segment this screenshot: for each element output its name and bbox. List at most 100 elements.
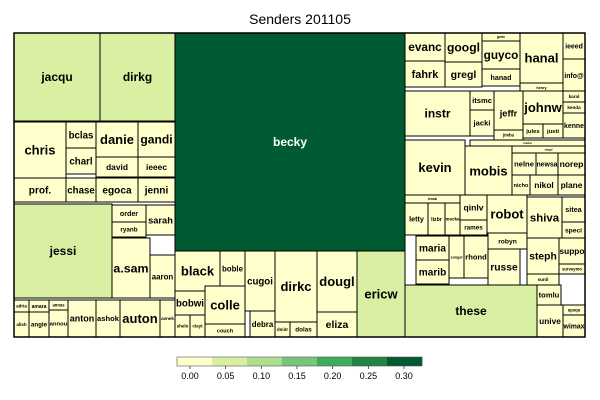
treemap-cell-label: steph (529, 252, 556, 263)
treemap-cell-label: jeffr (499, 108, 518, 118)
treemap-cell-rect (244, 250, 276, 312)
treemap-cell-surveymo: surveymo (558, 263, 586, 275)
treemap-cell-label: dolas (295, 327, 312, 334)
treemap-cell-label: gretc (497, 35, 505, 39)
treemap-cell-rect (404, 284, 538, 338)
treemap-cell-label: kenne (564, 123, 584, 130)
treemap-cell-kevin: kevin (404, 139, 466, 196)
treemap-cell-dirkc: dirkc (274, 250, 318, 323)
legend-tick-label: 0.15 (288, 371, 306, 381)
treemap-cell-jeffr: jeffr (493, 90, 524, 136)
treemap-cell-label: dirkg (123, 70, 152, 84)
treemap-cell-label: robyn (498, 238, 517, 245)
treemap-cell-annas: annas (48, 299, 69, 311)
treemap-cell-label: marib (419, 268, 447, 279)
treemap-cell-gregl: gregl (444, 61, 483, 88)
treemap-cell-egoca: egoca (95, 177, 139, 203)
treemap-cell-russe: russe (487, 248, 521, 286)
treemap-cell-cugoi: cugoi (244, 250, 276, 312)
treemap-cell-hanal: hanal (519, 32, 564, 84)
treemap-cell-rect (204, 285, 246, 325)
treemap-cell-nikol: nikol (529, 174, 559, 196)
treemap-cell-label: ryanb (120, 227, 137, 234)
treemap-cell-label: bobwi (176, 298, 204, 309)
treemap-cell-colle: colle (204, 285, 246, 325)
legend-tick-label: 0.30 (395, 371, 413, 381)
treemap-cell-label: amara (32, 304, 47, 310)
treemap-cell-label: a.sam (113, 261, 148, 275)
treemap-cell-chris: chris (13, 121, 67, 179)
legend-border (176, 356, 423, 367)
treemap-cell-label: lenab (428, 197, 437, 201)
treemap-cell-rect (174, 250, 221, 292)
treemap-cell-label: kenda (567, 105, 581, 110)
treemap-cell-label: sitea (565, 205, 582, 214)
treemap-cell-upsqu: upsqu (562, 304, 586, 316)
treemap-cell-nagal: nagal (511, 145, 586, 154)
treemap-cell-label: clayt (192, 324, 203, 329)
treemap-cell-label: surveymo (562, 266, 582, 271)
treemap-cell-becky: becky (174, 32, 406, 252)
treemap-cell-order: order (111, 204, 147, 223)
treemap-cell-johnw: johnw (522, 90, 564, 125)
treemap-cell-label: norep (560, 159, 584, 169)
legend-swatch (317, 357, 353, 366)
treemap-cell-rect (464, 145, 513, 197)
treemap-cell-info: info@ (562, 58, 586, 93)
treemap-cell-ericw: ericw (356, 250, 406, 338)
treemap-cell-rect (99, 32, 176, 122)
treemap-cell-label: annou (50, 322, 68, 328)
treemap-cell-itsmc: itsmc (469, 90, 495, 111)
treemap-cell-label: plane (561, 180, 583, 190)
treemap-cell-label: wimax (562, 323, 584, 330)
treemap-cell-label: justi (546, 129, 559, 135)
treemap-cell-micha: micha (469, 139, 586, 147)
treemap-cell-rect (174, 32, 406, 252)
treemap-cell-eliza: eliza (316, 311, 358, 338)
treemap-cell-dirkg: dirkg (99, 32, 176, 122)
treemap-cell-rect (13, 203, 113, 299)
treemap-cell-label: unive (539, 316, 561, 326)
treemap-cell-label: becky (273, 135, 307, 149)
treemap-cell-rhond: rhond (463, 235, 489, 279)
legend-tick-label: 0.00 (181, 371, 199, 381)
legend-tick-label: 0.10 (253, 371, 271, 381)
treemap-cell-rect (444, 61, 483, 88)
treemap-cell-label: sarah (148, 215, 173, 225)
treemap-cell-label: jacki (473, 119, 491, 128)
legend-swatch (352, 357, 388, 366)
treemap-cell-steph: steph (526, 237, 560, 275)
treemap-cell-rames: rames (459, 219, 488, 236)
treemap-cell-rect (404, 90, 471, 137)
color-legend: 0.00 0.05 0.10 0.15 0.20 0.25 0.30 (176, 356, 423, 381)
treemap-cell-label: dmitr (277, 327, 288, 332)
treemap-cell-amara: amara (28, 299, 50, 313)
treemap-cell-rect (13, 121, 67, 179)
treemap-cell-jimba: jimba (493, 129, 524, 141)
treemap-cell-label: evanc (408, 40, 442, 54)
treemap-cell-instr: instr (404, 90, 471, 137)
treemap-cell-gandi: gandi (137, 121, 176, 158)
treemap-cell-label: micha (523, 141, 532, 145)
treemap-cell-label: order (120, 210, 138, 218)
treemap-cell-speci: speci (561, 221, 586, 239)
treemap-cell-label: alish (16, 322, 27, 327)
treemap-cell-rect (149, 254, 176, 299)
treemap-cell-label: danie (100, 132, 134, 147)
treemap-cell-label: nagal (545, 148, 553, 152)
treemap-cell-label: jessi (49, 244, 77, 258)
treemap-cell-label: jacqu (40, 70, 72, 84)
treemap-cell-unive: unive (536, 304, 564, 338)
treemap-cell-adria: adria (13, 299, 30, 313)
legend-swatch (247, 357, 283, 366)
treemap-cell-aaron: aaron (149, 254, 176, 299)
treemap-cell-rect (65, 147, 97, 175)
treemap-cell-label: hanad (491, 74, 512, 82)
treemap-cell-rect (316, 250, 358, 313)
treemap-cell-label: angie (31, 322, 48, 329)
treemap-cell-maria: maria (415, 235, 450, 261)
legend-tick-label: 0.20 (324, 371, 342, 381)
treemap-cell-label: avnek (161, 316, 174, 321)
treemap-cell-dolas: dolas (289, 321, 318, 338)
